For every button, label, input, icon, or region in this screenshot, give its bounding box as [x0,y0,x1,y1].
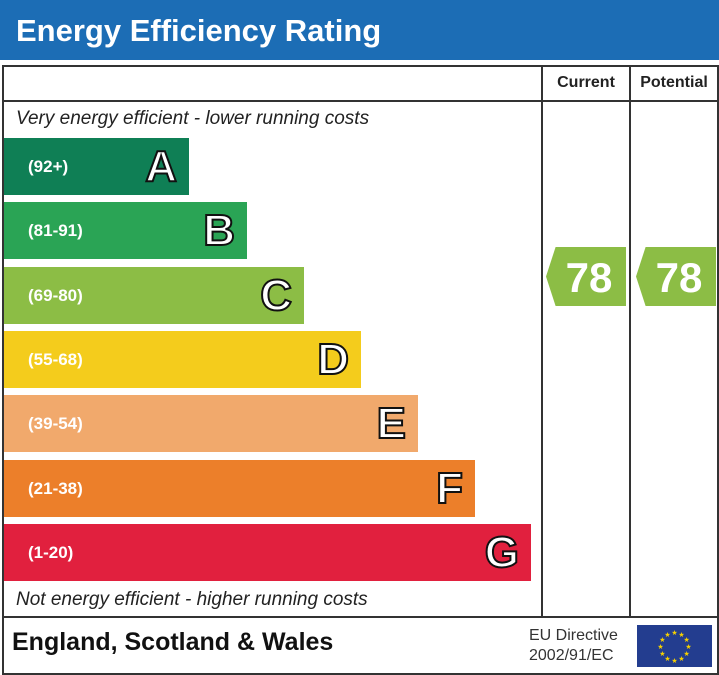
band-range: (69-80) [28,285,83,305]
footer-divider [2,616,717,618]
band-range: (92+) [28,157,69,176]
eu-directive: EU Directive 2002/91/EC [529,626,618,666]
band-letter: F [435,463,464,514]
rating-frame [2,65,719,675]
band-range: (55-68) [28,349,83,369]
bottom-caption: Not energy efficient - higher running co… [16,589,368,610]
top-caption: Very energy efficient - lower running co… [16,108,370,129]
band-letter: E [376,398,407,449]
star-icon: ★ [671,657,677,665]
band-b: (81-91) B [4,202,247,260]
column-divider [629,65,631,618]
band-f: (21-38) F [4,459,475,517]
band-g: (1-20) G [4,523,531,581]
star-icon: ★ [683,636,689,644]
eu-flag-icon: ★ ★ ★ ★ ★ ★ ★ ★ ★ ★ ★ ★ [637,625,712,667]
potential-header: Potential [640,74,708,91]
star-icon: ★ [664,655,670,663]
star-icon: ★ [685,643,691,651]
star-icon: ★ [683,650,689,658]
band-range: (81-91) [28,221,83,241]
band-d: (55-68) D [4,330,361,388]
star-icon: ★ [659,636,665,644]
band-letter: G [484,527,520,578]
star-icon: ★ [664,631,670,639]
directive-line2: 2002/91/EC [529,647,614,664]
star-icon: ★ [678,631,684,639]
header-divider [2,100,717,102]
band-a: (92+) A [4,138,189,195]
band-letter: A [144,141,178,192]
current-rating-arrow: 78 [546,247,626,306]
star-icon: ★ [657,643,663,651]
potential-rating-arrow: 78 [636,247,716,306]
band-range: (39-54) [28,414,83,434]
star-icon: ★ [678,655,684,663]
band-range: (21-38) [28,478,83,498]
star-icon: ★ [671,629,677,637]
region-label: England, Scotland & Wales [12,628,334,656]
band-letter: B [202,205,236,256]
star-icon: ★ [659,650,665,658]
column-divider [541,65,543,618]
directive-line1: EU Directive [529,627,618,644]
band-letter: C [259,270,293,321]
band-c: (69-80) C [4,266,304,324]
page-title: Energy Efficiency Rating [0,0,719,60]
band-letter: D [316,334,350,385]
current-header: Current [557,74,615,91]
band-e: (39-54) E [4,395,418,453]
band-range: (1-20) [28,542,74,562]
